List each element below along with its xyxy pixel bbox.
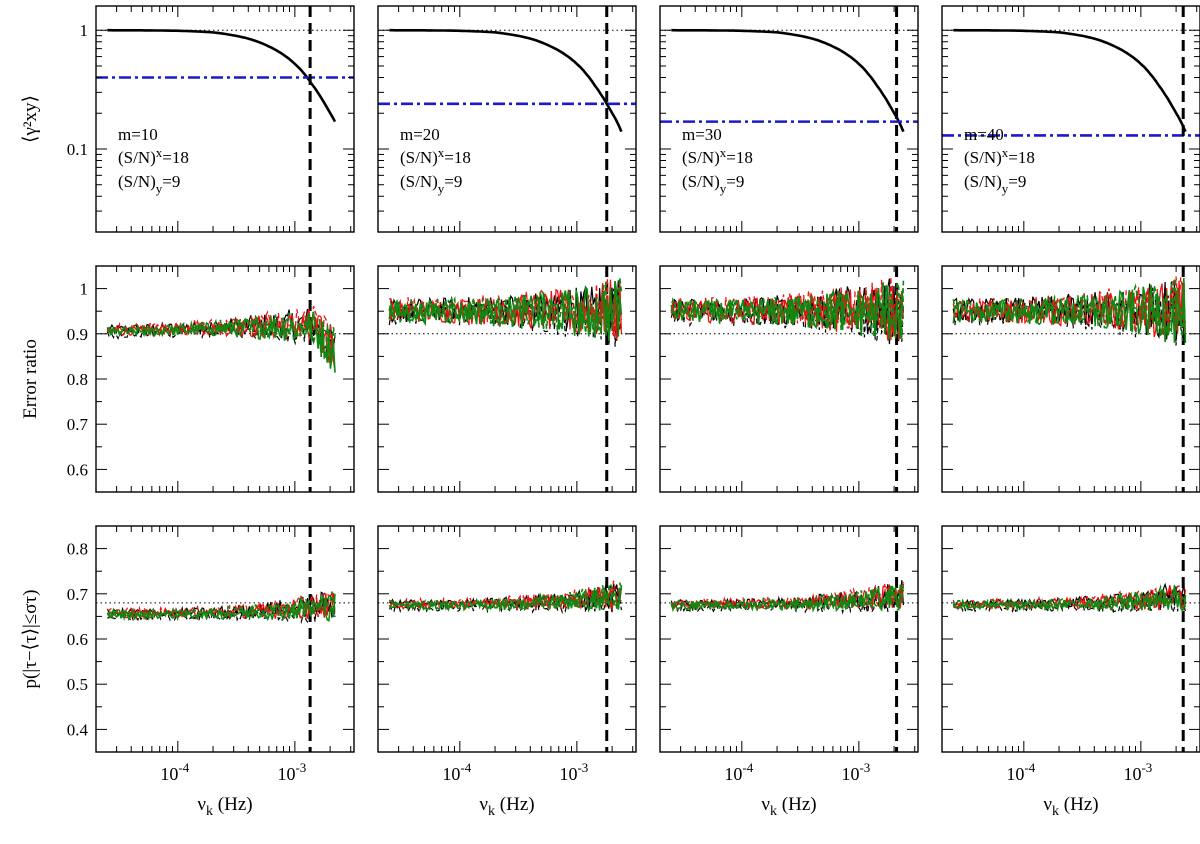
panel-annotation: m=10(S/N)x=18 (S/N)y=9 xyxy=(118,125,189,196)
panel-frame xyxy=(377,525,637,753)
panel-frame xyxy=(377,5,637,233)
annotation-sn-x: (S/N)x=18 xyxy=(118,145,189,167)
series-line-2-3 xyxy=(952,585,1187,608)
series-line-1-3 xyxy=(952,276,1187,336)
coherence-curve xyxy=(107,28,337,123)
panel-frame xyxy=(95,525,355,753)
panel-probability-4: 10-4 10-3 νk (Hz) xyxy=(941,525,1200,819)
series-line-2-3 xyxy=(953,584,1187,613)
y-tick-label: 0.6 xyxy=(67,460,88,479)
panel-coherence-3: m=30(S/N)x=18 (S/N)y=9 xyxy=(659,5,919,233)
x-axis-label: νk (Hz) xyxy=(479,794,534,819)
annotation-sn-y: (S/N)y=9 xyxy=(964,172,1026,196)
series-line-1-2 xyxy=(671,276,905,338)
panel-frame xyxy=(659,5,919,233)
x-axis-label: νk (Hz) xyxy=(197,794,252,819)
panel-annotation: m=20(S/N)x=18 (S/N)y=9 xyxy=(400,125,471,196)
panel-coherence-2: m=20(S/N)x=18 (S/N)y=9 xyxy=(377,5,637,233)
annotation-m: m=20 xyxy=(400,125,440,144)
y-tick-label: 1 xyxy=(80,280,89,299)
panel-frame xyxy=(941,525,1200,753)
x-axis-label: νk (Hz) xyxy=(761,794,816,819)
panel-frame xyxy=(659,525,919,753)
panel-frame xyxy=(95,265,355,493)
annotation-sn-y: (S/N)y=9 xyxy=(682,172,744,196)
panel-probability-3: 10-4 10-3 νk (Hz) xyxy=(659,525,919,819)
series-line-1-2 xyxy=(670,280,905,340)
y-axis-label-probability: p(|τ−⟨τ⟩|≤στ) xyxy=(20,590,41,689)
panel-error-ratio-1: 0.6 0.7 0.8 0.9 1 xyxy=(67,265,355,493)
coherence-curve xyxy=(671,28,905,133)
coherence-curve xyxy=(953,28,1187,133)
annotation-m: m=40 xyxy=(964,125,1004,144)
annotation-sn-y: (S/N)y=9 xyxy=(400,172,462,196)
series-line-2-2 xyxy=(670,583,905,609)
series-line-2-3 xyxy=(952,584,1187,611)
panel-frame xyxy=(941,5,1200,233)
annotation-sn-y: (S/N)y=9 xyxy=(118,172,180,196)
series-line-1-0 xyxy=(106,312,336,361)
annotation-m: m=30 xyxy=(682,125,722,144)
annotation-m: m=10 xyxy=(118,125,158,144)
y-tick-label: 0.9 xyxy=(67,325,88,344)
series-line-2-2 xyxy=(670,581,905,611)
x-tick-label: 10-3 xyxy=(559,760,588,784)
panel-frame xyxy=(95,5,355,233)
y-tick-label: 0.5 xyxy=(67,675,88,694)
panel-error-ratio-2 xyxy=(377,265,637,493)
y-axis-label-coherence: ⟨γ²xy⟩ xyxy=(20,95,41,143)
annotation-sn-x: (S/N)x=18 xyxy=(400,145,471,167)
panel-probability-2: 10-4 10-3 νk (Hz) xyxy=(377,525,637,819)
coherence-curve xyxy=(389,28,623,133)
series-line-2-2 xyxy=(670,584,905,613)
series-line-2-3 xyxy=(952,582,1186,609)
y-axis-label-error-ratio: Error ratio xyxy=(20,339,41,419)
series-line-2-0 xyxy=(107,591,336,618)
series-line-1-1 xyxy=(388,277,623,338)
y-tick-label: 1 xyxy=(80,21,89,40)
panel-annotation: m=30(S/N)x=18 (S/N)y=9 xyxy=(682,125,753,196)
panel-annotation: m=40(S/N)x=18 (S/N)y=9 xyxy=(964,125,1035,196)
series-line-2-3 xyxy=(952,586,1186,615)
annotation-sn-x: (S/N)x=18 xyxy=(682,145,753,167)
x-tick-label: 10-3 xyxy=(1123,760,1152,784)
y-tick-label: 0.4 xyxy=(67,720,89,739)
x-tick-label: 10-3 xyxy=(841,760,870,784)
x-tick-label: 10-4 xyxy=(442,760,471,784)
y-tick-label: 0.8 xyxy=(67,370,88,389)
x-tick-label: 10-3 xyxy=(277,760,306,784)
y-tick-label: 0.7 xyxy=(67,415,89,434)
y-tick-label: 0.7 xyxy=(67,585,89,604)
panel-coherence-1: m=10(S/N)x=18 (S/N)y=9 1 0.1 xyxy=(67,5,355,233)
series-line-2-0 xyxy=(107,591,336,620)
panel-coherence-4: m=40(S/N)x=18 (S/N)y=9 xyxy=(941,5,1200,233)
y-tick-label: 0.8 xyxy=(67,540,88,559)
x-axis-label: νk (Hz) xyxy=(1043,794,1098,819)
series-line-1-3 xyxy=(952,278,1187,341)
x-tick-label: 10-4 xyxy=(724,760,753,784)
x-tick-label: 10-4 xyxy=(160,760,189,784)
y-tick-label: 0.1 xyxy=(67,140,88,159)
series-line-1-3 xyxy=(952,277,1187,343)
panel-probability-1: 0.4 0.5 0.6 0.7 0.8 10-4 10-3 νk (Hz) xyxy=(67,525,355,819)
y-tick-label: 0.6 xyxy=(67,630,88,649)
annotation-sn-x: (S/N)x=18 xyxy=(964,145,1035,167)
x-tick-label: 10-4 xyxy=(1006,760,1035,784)
series-line-2-1 xyxy=(389,581,623,613)
